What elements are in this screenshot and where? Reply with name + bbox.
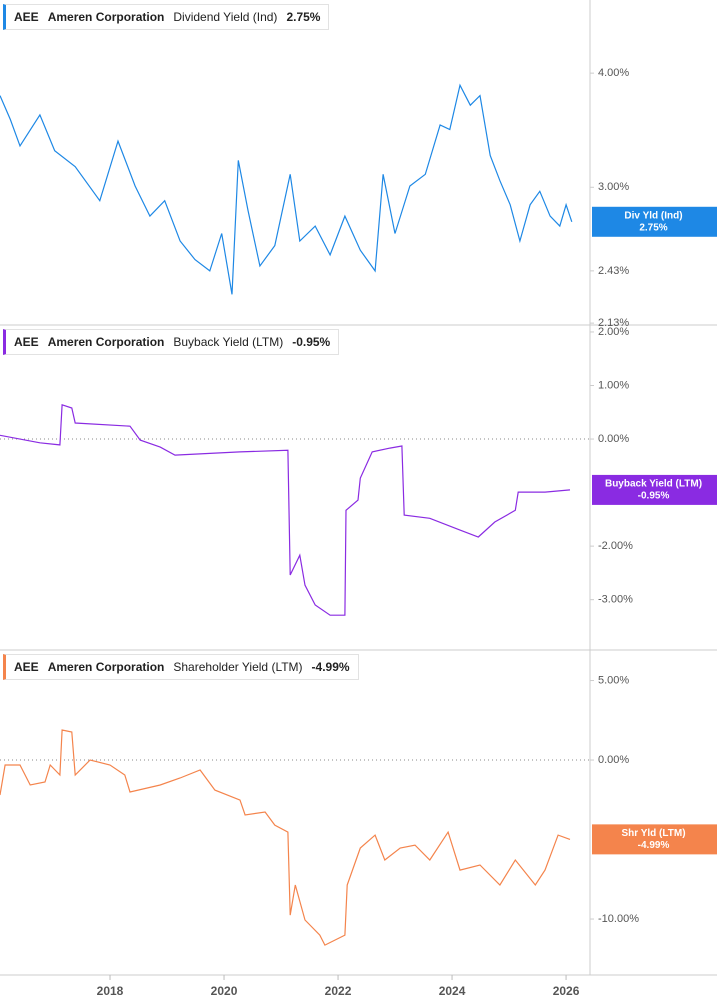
x-tick-label: 2026 [553, 984, 580, 998]
ticker: AEE [14, 660, 39, 674]
x-tick-label: 2022 [325, 984, 352, 998]
x-tick-label: 2024 [439, 984, 466, 998]
value-tag-value: -4.99% [638, 840, 670, 851]
y-tick-label: 2.13% [598, 317, 629, 329]
ticker: AEE [14, 10, 39, 24]
y-tick-label: 4.00% [598, 67, 629, 79]
ticker: AEE [14, 335, 39, 349]
data-line [0, 83, 573, 295]
value-tag-name: Shr Yld (LTM) [621, 828, 685, 839]
company: Ameren Corporation [47, 10, 165, 24]
y-tick-label: 1.00% [598, 379, 629, 391]
metric-name: Shareholder Yield (LTM) [173, 660, 303, 674]
y-tick-label: 2.43% [598, 265, 629, 277]
value-tag-value: -0.95% [638, 491, 670, 502]
x-tick-label: 2020 [211, 984, 238, 998]
y-tick-label: 5.00% [598, 674, 629, 686]
y-tick-label: 0.00% [598, 754, 629, 766]
data-line [0, 729, 571, 946]
value-tag [592, 474, 717, 505]
metric-name: Buyback Yield (LTM) [173, 335, 284, 349]
latest-value: 2.75% [286, 10, 321, 24]
latest-value: -4.99% [311, 660, 350, 674]
company: Ameren Corporation [47, 335, 165, 349]
metric-name: Dividend Yield (Ind) [173, 10, 278, 24]
y-tick-label: -10.00% [598, 913, 639, 925]
panel-header: AEE Ameren Corporation Dividend Yield (Ind… [3, 4, 330, 30]
y-tick-label: 0.00% [598, 433, 629, 445]
value-tag [592, 824, 717, 855]
y-tick-label: 2.00% [598, 326, 629, 338]
value-tag-name: Buyback Yield (LTM) [605, 479, 702, 490]
y-tick-label: 3.00% [598, 181, 629, 193]
panel-header: AEE Ameren Corporation Buyback Yield (LTM)… [3, 329, 340, 355]
data-line [0, 403, 571, 616]
value-tag [592, 206, 717, 237]
latest-value: -0.95% [292, 335, 331, 349]
y-tick-label: -2.00% [598, 540, 633, 552]
y-tick-label: -3.00% [598, 594, 633, 606]
value-tag-name: Div Yld (Ind) [624, 210, 682, 221]
value-tag-value: 2.75% [639, 222, 667, 233]
company: Ameren Corporation [47, 660, 165, 674]
x-tick-label: 2018 [97, 984, 124, 998]
panel-header: AEE Ameren Corporation Shareholder Yield (… [3, 654, 359, 680]
